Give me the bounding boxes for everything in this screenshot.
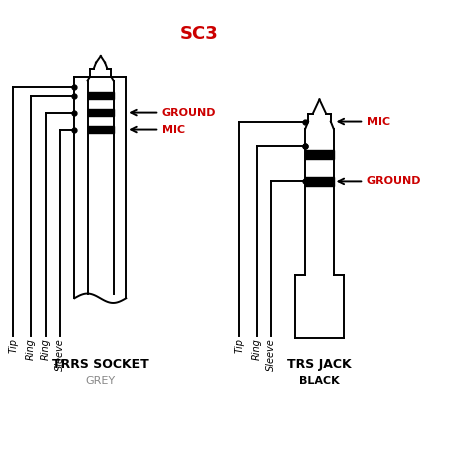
Bar	[305, 150, 334, 159]
Bar	[88, 126, 114, 133]
Text: TRRS SOCKET: TRRS SOCKET	[52, 358, 149, 371]
Text: Tip: Tip	[8, 338, 18, 353]
Text: SC3: SC3	[180, 26, 219, 44]
Bar	[88, 109, 114, 117]
Text: Ring: Ring	[252, 338, 262, 360]
Text: TRS JACK: TRS JACK	[287, 358, 352, 371]
Text: BLACK: BLACK	[299, 376, 340, 386]
Text: GROUND: GROUND	[366, 176, 421, 186]
Text: Ring: Ring	[41, 338, 51, 360]
Text: MIC: MIC	[366, 117, 390, 127]
Bar	[305, 177, 334, 186]
Text: GROUND: GROUND	[162, 108, 216, 118]
Text: Tip: Tip	[234, 338, 245, 353]
Bar	[88, 92, 114, 100]
Text: Ring: Ring	[26, 338, 36, 360]
Text: GREY: GREY	[85, 376, 115, 386]
Text: Sleeve: Sleeve	[266, 338, 276, 371]
Text: MIC: MIC	[162, 125, 185, 135]
Text: Sleeve: Sleeve	[55, 338, 65, 371]
